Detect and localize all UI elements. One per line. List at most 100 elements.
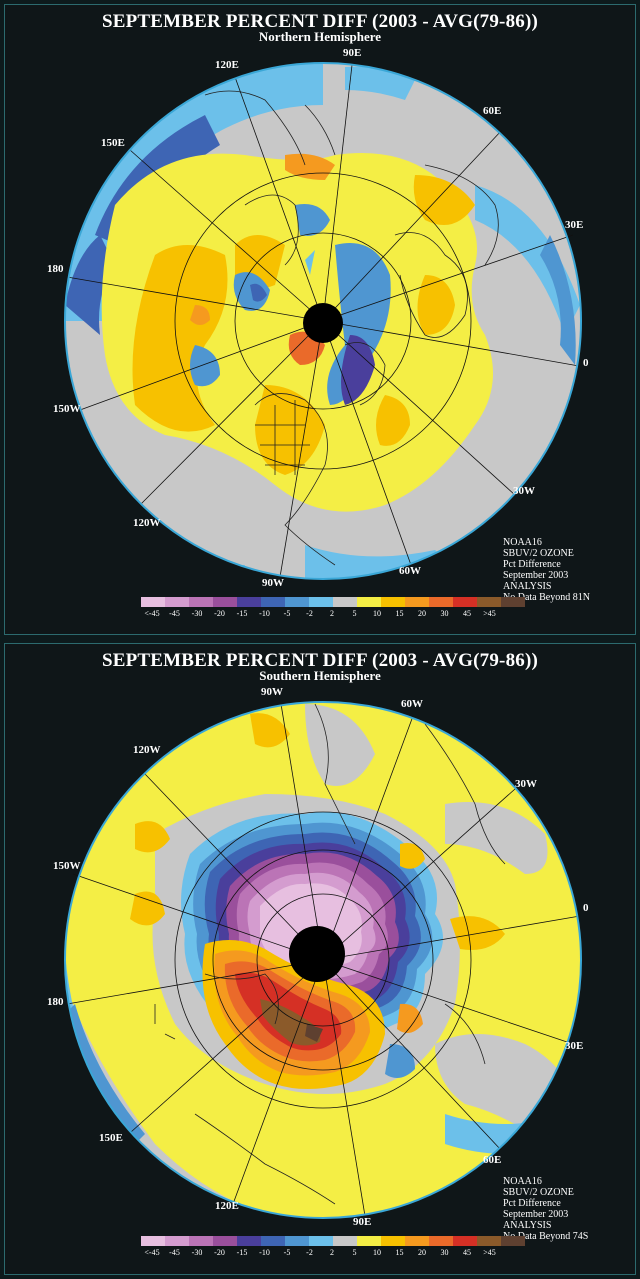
legend-swatch: [285, 1236, 309, 1246]
south-lon-label: 30W: [515, 778, 537, 790]
legend-label: 45: [463, 1248, 471, 1257]
legend-swatch: [309, 1236, 333, 1246]
south-subtitle: Southern Hemisphere: [259, 668, 381, 683]
legend-swatch: [285, 597, 309, 607]
north-polar-map: [64, 62, 582, 580]
north-lon-label: 150E: [101, 137, 125, 149]
south-title: SEPTEMBER PERCENT DIFF (2003 - AVG(79-86…: [101, 650, 539, 671]
legend-label: -10: [259, 609, 270, 618]
legend-label: -15: [236, 609, 248, 618]
north-legend-labels: <-45 -45 -30 -20 -15 -10 -5 -2 2 5 10 15 20 30 45 >45: [141, 609, 501, 619]
north-title: SEPTEMBER PERCENT DIFF (2003 - AVG(79-86…: [101, 11, 539, 32]
legend-label: 20: [418, 1248, 426, 1257]
legend-swatch: [357, 597, 381, 607]
north-lon-label: 0: [583, 357, 589, 369]
north-lon-label: 90W: [262, 577, 284, 589]
legend-swatch: [429, 597, 453, 607]
legend-label: >45: [483, 1248, 496, 1257]
north-lon-label: 150W: [53, 403, 81, 415]
southern-hemisphere-panel: SEPTEMBER PERCENT DIFF (2003 - AVG(79-86…: [4, 643, 636, 1275]
legend-swatch: [405, 1236, 429, 1246]
legend-swatch: [357, 1236, 381, 1246]
legend-swatch: [141, 597, 165, 607]
legend-swatch: [309, 597, 333, 607]
south-lon-label: 120W: [133, 744, 161, 756]
south-lon-label: 150W: [53, 860, 81, 872]
south-lon-label: 90W: [261, 686, 283, 698]
legend-swatch: [381, 1236, 405, 1246]
legend-swatch: [381, 597, 405, 607]
north-info-block: NOAA16 SBUV/2 OZONE Pct Difference Septe…: [503, 537, 590, 603]
north-color-legend: [141, 597, 525, 607]
south-lon-label: 30E: [565, 1040, 584, 1052]
north-lon-label: 120W: [133, 517, 161, 529]
south-lon-label: 180: [47, 996, 64, 1008]
legend-label: -45: [169, 609, 180, 618]
legend-label: -20: [214, 609, 225, 618]
south-info-block: NOAA16 SBUV/2 OZONE Pct Difference Septe…: [503, 1176, 589, 1242]
legend-label: 15: [395, 609, 404, 618]
legend-swatch: [213, 1236, 237, 1246]
legend-label: <-45: [144, 609, 160, 618]
legend-label: 10: [373, 609, 381, 618]
north-lon-label: 60E: [483, 105, 502, 117]
south-lon-label: 0: [583, 902, 589, 914]
north-lon-label: 90E: [343, 47, 362, 59]
south-lon-label: 60E: [483, 1154, 502, 1166]
legend-swatch: [429, 1236, 453, 1246]
legend-swatch: [453, 597, 477, 607]
legend-label: 2: [330, 1248, 334, 1257]
legend-swatch: [477, 1236, 501, 1246]
legend-label: -30: [191, 609, 203, 618]
legend-swatch: [189, 1236, 213, 1246]
south-lon-label: 90E: [353, 1216, 372, 1228]
north-lon-label: 30W: [513, 485, 535, 497]
legend-label: -45: [169, 1248, 180, 1257]
legend-swatch: [453, 1236, 477, 1246]
legend-label: 30: [440, 609, 449, 618]
legend-label: 10: [373, 1248, 381, 1257]
legend-label: -30: [191, 1248, 203, 1257]
legend-swatch: [189, 597, 213, 607]
legend-swatch: [477, 597, 501, 607]
legend-swatch: [333, 597, 357, 607]
south-lon-label: 150E: [99, 1132, 123, 1144]
legend-swatch: [141, 1236, 165, 1246]
legend-label: -20: [214, 1248, 225, 1257]
legend-swatch: [501, 1236, 525, 1246]
legend-label: -5: [283, 609, 291, 618]
legend-label: -2: [306, 1248, 313, 1257]
legend-label: -15: [236, 1248, 248, 1257]
south-lon-label: 120E: [215, 1200, 239, 1212]
legend-label: 15: [395, 1248, 404, 1257]
legend-label: 5: [352, 1248, 357, 1257]
legend-label: 45: [463, 609, 471, 618]
northern-hemisphere-panel: SEPTEMBER PERCENT DIFF (2003 - AVG(79-86…: [4, 4, 636, 635]
legend-swatch: [165, 597, 189, 607]
legend-label: -2: [306, 609, 313, 618]
legend-label: >45: [483, 609, 496, 618]
legend-label: 20: [418, 609, 426, 618]
legend-swatch: [261, 1236, 285, 1246]
legend-label: 2: [330, 609, 334, 618]
legend-swatch: [261, 597, 285, 607]
south-legend-labels: <-45 -45 -30 -20 -15 -10 -5 -2 2 5 10 15 20 30 45 >45: [141, 1248, 501, 1258]
legend-swatch: [165, 1236, 189, 1246]
south-lon-label: 60W: [401, 698, 423, 710]
legend-swatch: [405, 597, 429, 607]
north-lon-label: 180: [47, 263, 64, 275]
legend-label: -5: [283, 1248, 291, 1257]
south-polar-map: [64, 701, 582, 1219]
north-lon-label: 60W: [399, 565, 421, 577]
north-lon-label: 30E: [565, 219, 584, 231]
legend-label: <-45: [144, 1248, 160, 1257]
legend-label: 30: [440, 1248, 449, 1257]
legend-label: 5: [352, 609, 357, 618]
legend-swatch: [333, 1236, 357, 1246]
legend-swatch: [237, 597, 261, 607]
legend-label: -10: [259, 1248, 270, 1257]
south-color-legend: [141, 1236, 525, 1246]
legend-swatch: [237, 1236, 261, 1246]
legend-swatch: [501, 597, 525, 607]
north-subtitle: Northern Hemisphere: [258, 29, 382, 44]
